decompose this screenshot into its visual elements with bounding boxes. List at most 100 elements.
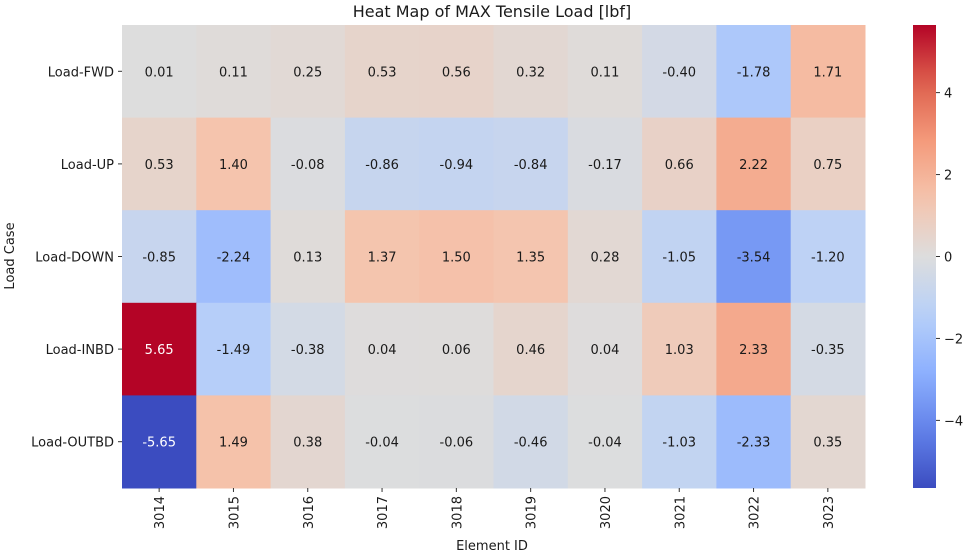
heatmap-cell <box>716 210 792 304</box>
heatmap-cell <box>270 25 346 119</box>
cell-value-label: 5.65 <box>145 343 174 358</box>
x-tick-label: 3020 <box>599 496 614 529</box>
heatmap-cell <box>122 117 197 211</box>
cell-value-label: -0.86 <box>365 158 399 173</box>
cell-value-label: 0.32 <box>516 65 545 80</box>
heatmap-cell <box>642 117 717 211</box>
heatmap-cell <box>567 117 643 211</box>
cell-value-label: 0.53 <box>368 65 397 80</box>
heatmap-cell <box>493 395 569 489</box>
cell-value-label: -1.20 <box>811 251 845 266</box>
cell-value-label: 1.03 <box>665 343 694 358</box>
cell-value-label: -0.84 <box>514 158 548 173</box>
heatmap-cell <box>122 210 197 304</box>
y-tick-label: Load-OUTBD <box>31 436 114 451</box>
heatmap-cell <box>716 25 792 119</box>
cell-value-label: 0.35 <box>813 436 842 451</box>
heatmap-cell <box>270 210 346 304</box>
heatmap-cell <box>493 117 569 211</box>
heatmap-cell <box>344 302 420 396</box>
cell-value-label: 0.04 <box>590 343 619 358</box>
cell-value-label: 0.28 <box>590 251 619 266</box>
colorbar-tick-label: 2 <box>944 169 952 184</box>
cell-value-label: 0.11 <box>219 65 248 80</box>
cell-value-label: -1.05 <box>662 251 696 266</box>
cell-value-label: 1.50 <box>442 251 471 266</box>
cell-value-label: 0.56 <box>442 65 471 80</box>
cell-value-label: 0.25 <box>293 65 322 80</box>
heatmap-cell <box>122 395 197 489</box>
heatmap-cell <box>344 25 420 119</box>
cell-value-label: 0.04 <box>368 343 397 358</box>
heatmap-cell <box>196 210 272 304</box>
cell-value-label: 0.11 <box>590 65 619 80</box>
cell-value-label: 0.75 <box>813 158 842 173</box>
x-axis-ticks: 3014 3015 3016 3017 3018 3019 3020 3021 3022 3023 <box>153 488 837 529</box>
cell-value-label: -0.94 <box>440 158 474 173</box>
cell-value-label: -0.17 <box>588 158 622 173</box>
heatmap-cell <box>344 210 420 304</box>
cell-value-label: -1.49 <box>217 343 251 358</box>
cell-value-label: -0.46 <box>514 436 548 451</box>
cell-value-label: -0.08 <box>291 158 325 173</box>
x-tick-label: 3015 <box>227 496 242 529</box>
heatmap-cell <box>790 210 866 304</box>
heatmap-cell <box>344 117 420 211</box>
heatmap-cell <box>642 395 717 489</box>
cell-value-label: 0.13 <box>293 251 322 266</box>
heatmap-cell <box>716 302 792 396</box>
heatmap-cell <box>419 117 494 211</box>
heatmap-cell <box>790 302 866 396</box>
heatmap-cell <box>493 302 569 396</box>
heatmap-cell <box>493 25 569 119</box>
heatmap-cell <box>196 117 272 211</box>
heatmap-cell <box>567 302 643 396</box>
cell-value-label: 0.06 <box>442 343 471 358</box>
heatmap-cell <box>122 25 197 119</box>
cell-value-label: 2.33 <box>739 343 768 358</box>
heatmap-cell <box>419 210 494 304</box>
y-tick-label: Load-FWD <box>48 65 114 80</box>
cell-value-label: -0.35 <box>811 343 845 358</box>
heatmap-cell <box>493 210 569 304</box>
heatmap-cell <box>642 25 717 119</box>
heatmap-cell <box>196 395 272 489</box>
heatmap-cell <box>270 302 346 396</box>
cell-value-label: 2.22 <box>739 158 768 173</box>
cell-value-label: 1.35 <box>516 251 545 266</box>
cell-value-label: -0.40 <box>662 65 696 80</box>
heatmap-cell <box>716 117 792 211</box>
heatmap-cell <box>567 395 643 489</box>
y-axis-ticks: Load-FWD Load-UP Load-DOWN Load-INBD Load-OU… <box>31 65 122 451</box>
cell-value-label: 0.01 <box>145 65 174 80</box>
cell-value-label: -3.54 <box>737 251 771 266</box>
heatmap-cell <box>567 25 643 119</box>
heatmap-cell <box>567 210 643 304</box>
cell-value-label: 1.40 <box>219 158 248 173</box>
heatmap-cell <box>270 117 346 211</box>
x-tick-label: 3022 <box>748 496 763 529</box>
colorbar-tick-label: −2 <box>944 332 963 347</box>
cell-value-label: 0.66 <box>665 158 694 173</box>
cell-value-label: -2.24 <box>217 251 251 266</box>
heatmap-cell <box>790 25 866 119</box>
cell-value-label: -0.85 <box>142 251 176 266</box>
heatmap-cell <box>642 210 717 304</box>
cell-value-label: 0.38 <box>293 436 322 451</box>
colorbar-gradient <box>913 25 936 488</box>
heatmap-cell <box>419 25 494 119</box>
heatmap-cell <box>196 25 272 119</box>
heatmap-cell <box>642 302 717 396</box>
x-tick-label: 3018 <box>450 496 465 529</box>
cell-value-label: 1.49 <box>219 436 248 451</box>
heatmap-cell <box>196 302 272 396</box>
x-tick-label: 3014 <box>153 496 168 529</box>
cell-value-label: -2.33 <box>737 436 771 451</box>
x-axis-label: Element ID <box>456 539 528 554</box>
colorbar-tick-label: 0 <box>944 251 952 266</box>
heatmap-cell <box>790 395 866 489</box>
cell-value-label: 1.71 <box>813 65 842 80</box>
x-tick-label: 3019 <box>525 496 540 529</box>
x-tick-label: 3017 <box>376 496 391 529</box>
